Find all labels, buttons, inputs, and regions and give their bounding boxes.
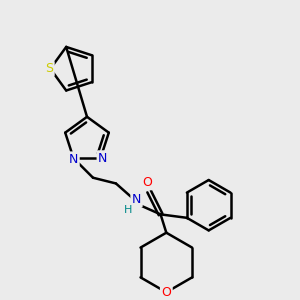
Text: N: N [69, 153, 78, 166]
Text: S: S [45, 62, 53, 75]
Text: N: N [98, 152, 107, 165]
Text: O: O [161, 286, 171, 299]
Text: H: H [124, 205, 133, 215]
Text: O: O [142, 176, 152, 189]
Text: N: N [132, 193, 141, 206]
